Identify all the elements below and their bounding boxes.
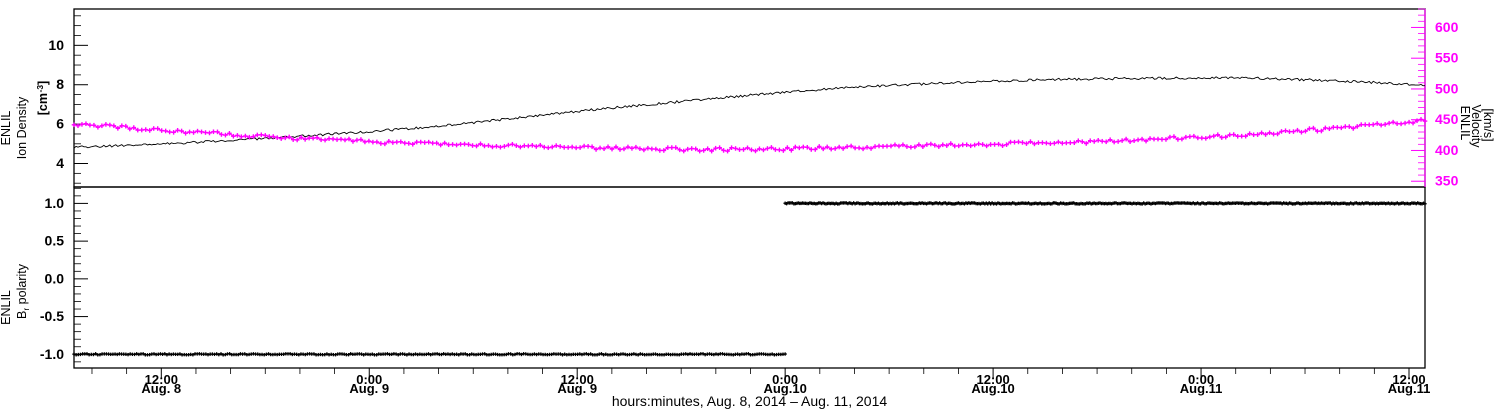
svg-text:0.0: 0.0 (45, 270, 65, 286)
svg-text:ENLIL: ENLIL (0, 111, 13, 146)
svg-text:550: 550 (1435, 50, 1459, 66)
svg-text:Aug. 9: Aug. 9 (557, 381, 597, 396)
svg-text:Aug.11: Aug.11 (1180, 381, 1223, 396)
svg-text:-0.5: -0.5 (40, 308, 64, 324)
svg-text:400: 400 (1435, 142, 1459, 158)
svg-text:Aug. 9: Aug. 9 (349, 381, 389, 396)
svg-text:600: 600 (1435, 19, 1459, 35)
svg-text:hours:minutes, Aug. 8, 2014 –: hours:minutes, Aug. 8, 2014 – Aug. 11, 2… (612, 393, 887, 409)
svg-text:Aug.11: Aug.11 (1388, 381, 1431, 396)
svg-text:450: 450 (1435, 111, 1459, 127)
svg-text:10: 10 (48, 37, 64, 53)
svg-text:350: 350 (1435, 173, 1459, 189)
svg-text:[km/s]: [km/s] (1481, 108, 1495, 141)
svg-text:4: 4 (56, 155, 64, 171)
svg-text:1.0: 1.0 (45, 195, 65, 211)
svg-text:Velocity: Velocity (1469, 104, 1483, 148)
svg-text:Ion Density: Ion Density (15, 96, 29, 159)
svg-text:ENLIL: ENLIL (0, 290, 13, 325)
svg-text:-1.0: -1.0 (40, 346, 64, 362)
svg-text:8: 8 (56, 76, 64, 92)
svg-text:500: 500 (1435, 80, 1459, 96)
svg-text:6: 6 (56, 116, 64, 132)
svg-text:0.5: 0.5 (45, 233, 65, 249)
svg-text:Aug.10: Aug.10 (971, 381, 1014, 396)
svg-text:Aug. 8: Aug. 8 (141, 381, 181, 396)
